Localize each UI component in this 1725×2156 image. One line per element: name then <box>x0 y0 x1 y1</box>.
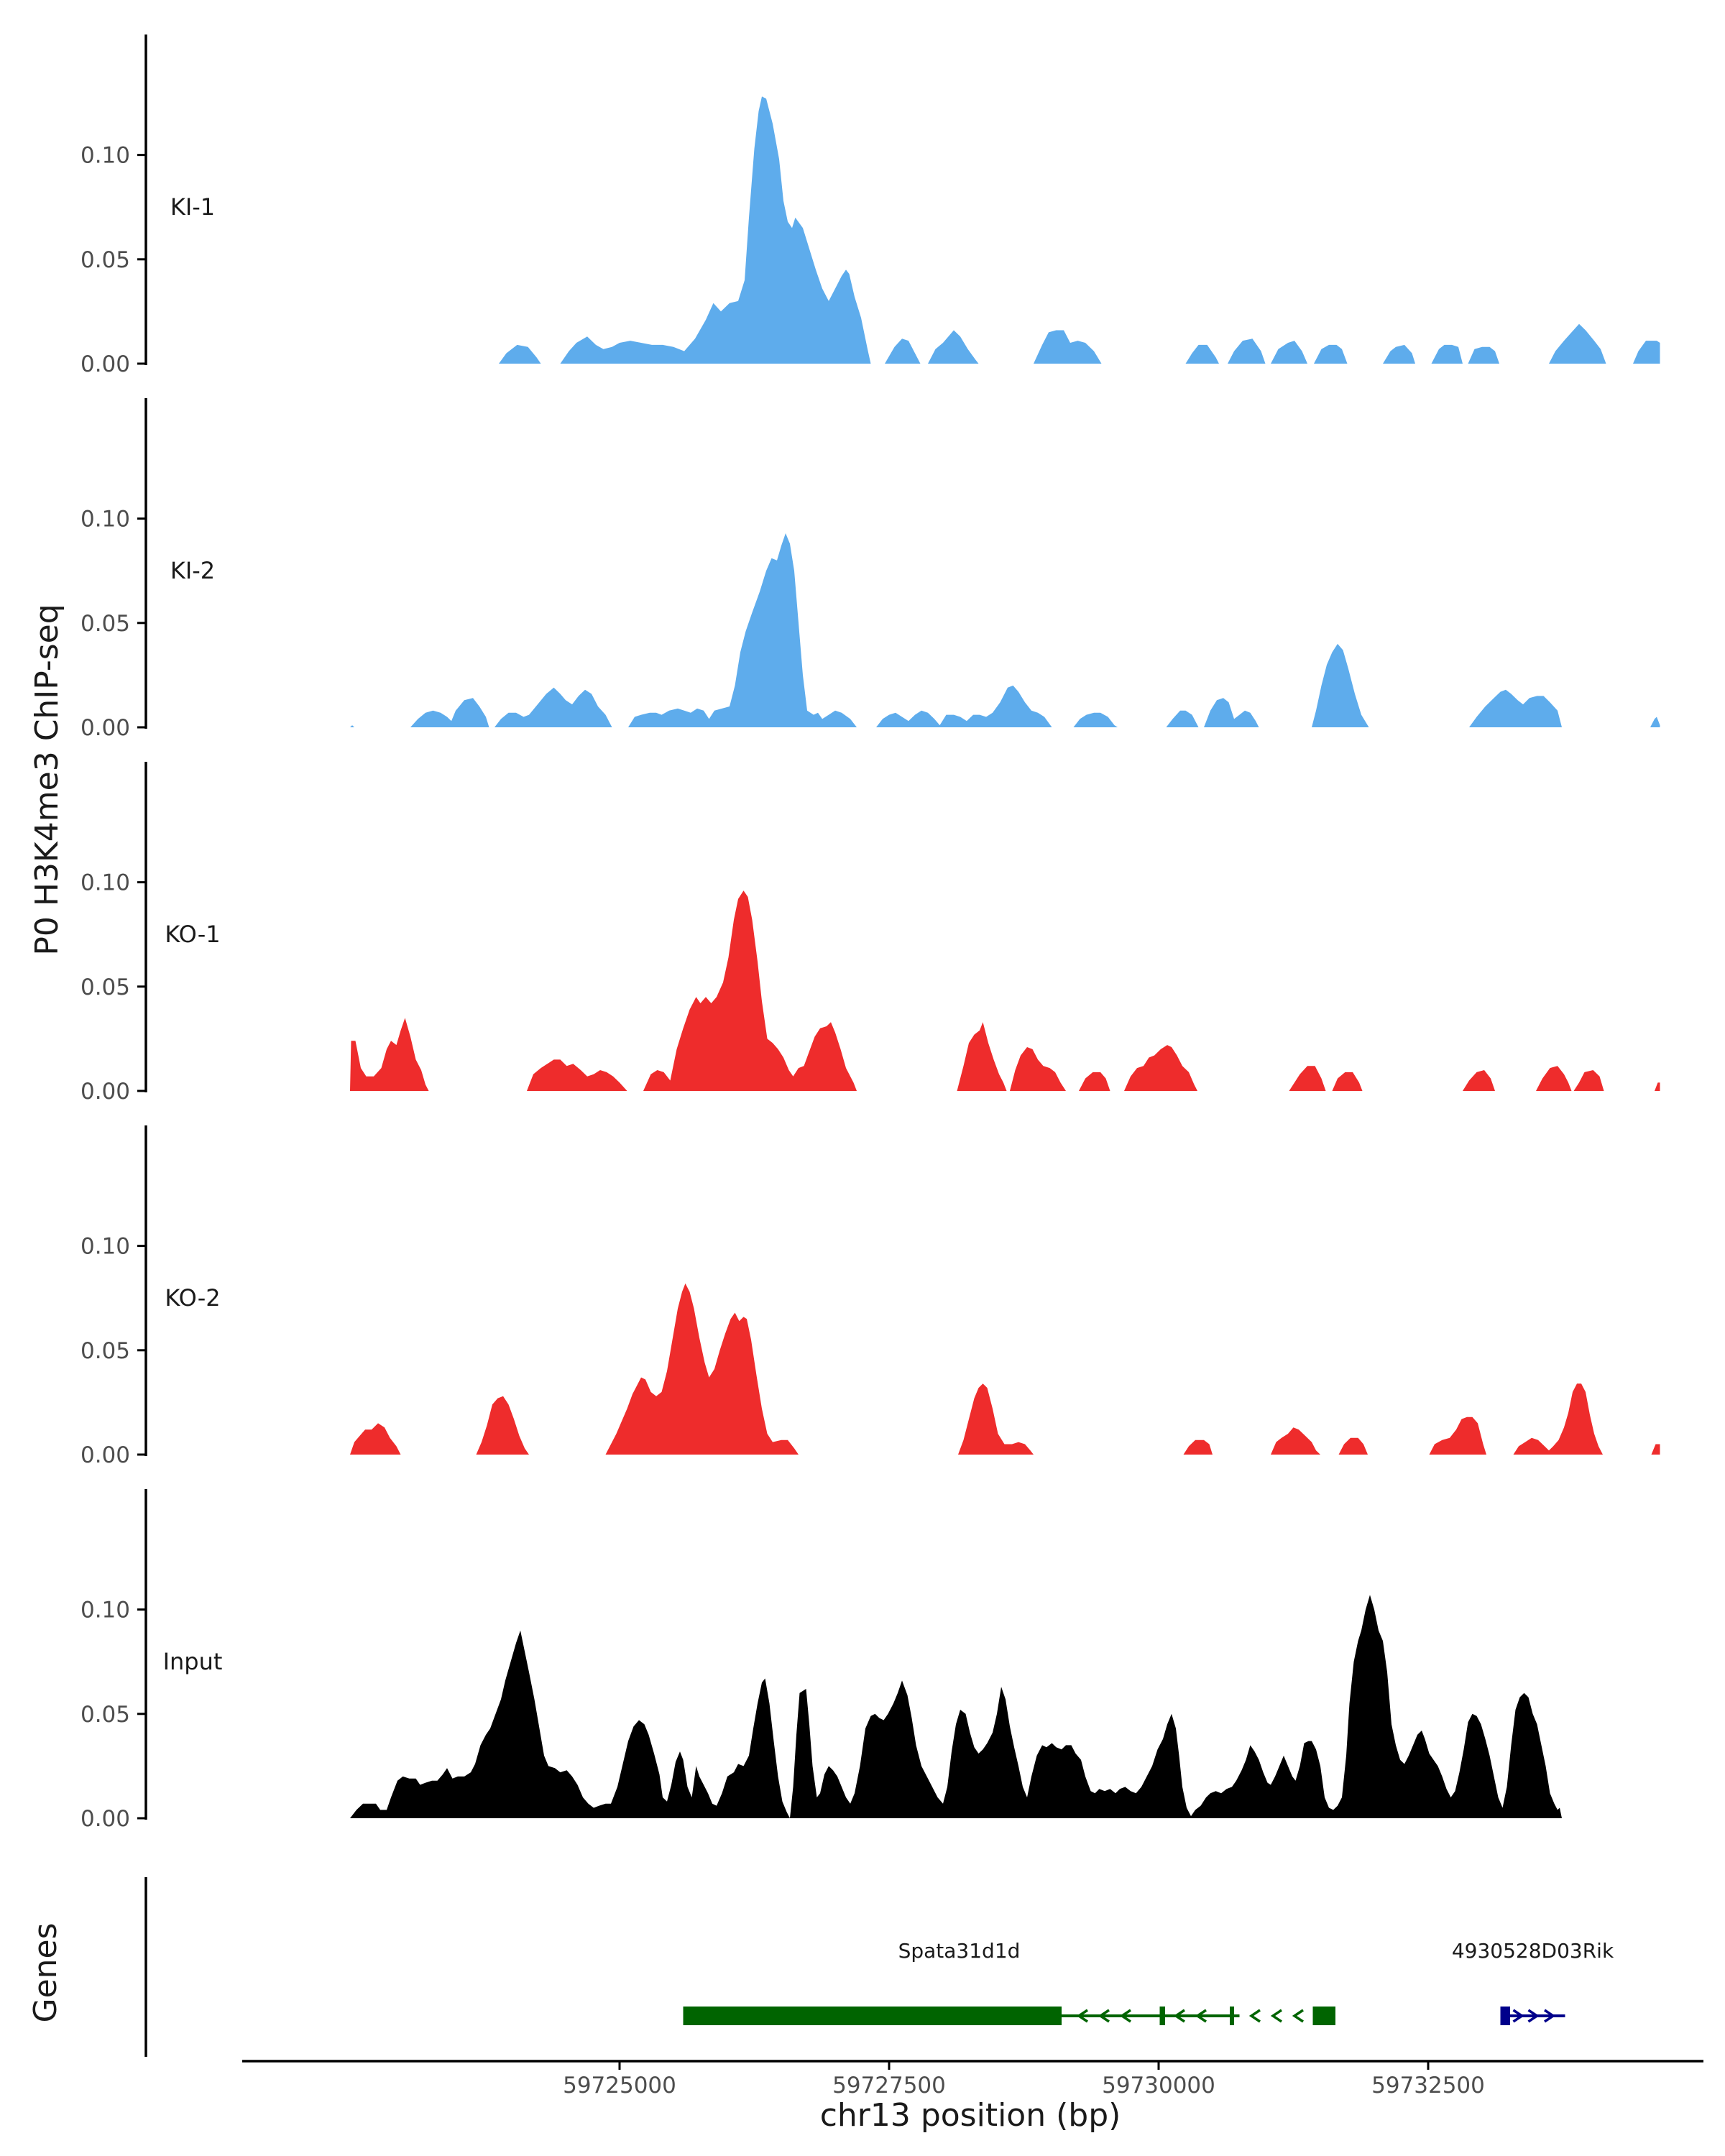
track-ko-1: 0.00 0.05 0.10 KO-1 <box>80 762 1660 1105</box>
strand-arrow <box>1195 2009 1207 2023</box>
y-tick-label: 0.10 <box>80 143 130 169</box>
signal-area-ki-2 <box>350 533 1660 727</box>
y-tick-label: 0.10 <box>80 870 130 896</box>
track-input: 0.00 0.05 0.10 Input <box>80 1489 1564 1832</box>
strand-arrow <box>1076 2009 1088 2023</box>
x-tick-label: 59727500 <box>832 2073 946 2099</box>
strand-arrow <box>1292 2009 1304 2023</box>
strand-arrow <box>1119 2009 1131 2023</box>
gene-spata31d1d: Spata31d1d <box>683 1939 1335 2025</box>
strand-arrow <box>1248 2009 1261 2023</box>
signal-area-ko-1 <box>350 890 1660 1091</box>
y-tick-label: 0.05 <box>80 611 130 637</box>
track-label: KI-2 <box>170 557 215 584</box>
signal-tracks: 0.00 0.05 0.10 KI-1 0.00 0.05 0.10 KI-2 0.00 0.05… <box>80 34 1660 1832</box>
gene-exon <box>683 2007 1062 2025</box>
y-tick-label: 0.00 <box>80 1079 130 1105</box>
y-tick-label: 0.10 <box>80 1234 130 1260</box>
y-tick-label: 0.00 <box>80 1806 130 1832</box>
genes-track-title: Genes <box>27 1922 64 2022</box>
track-label: KO-2 <box>165 1284 220 1312</box>
x-axis: 59725000 59727500 59730000 59732500 <box>242 2060 1703 2099</box>
y-tick-label: 0.05 <box>80 975 130 1000</box>
track-label: Input <box>163 1648 223 1675</box>
track-ki-1: 0.00 0.05 0.10 KI-1 <box>80 34 1660 377</box>
genes-track: Spata31d1d 4930528D03Rik <box>144 1877 1614 2057</box>
strand-arrow <box>1173 2009 1185 2023</box>
gene-exon <box>1230 2007 1234 2025</box>
signal-area-input <box>350 1595 1564 1818</box>
gene-exon <box>1312 2007 1335 2025</box>
signal-area-ki-1 <box>499 96 1660 364</box>
x-tick-label: 59732500 <box>1371 2073 1485 2099</box>
y-tick-label: 0.00 <box>80 715 130 741</box>
y-tick-label: 0.05 <box>80 247 130 273</box>
strand-arrow <box>1270 2009 1282 2023</box>
x-tick-label: 59730000 <box>1102 2073 1215 2099</box>
gene-4930528d03rik: 4930528D03Rik <box>1452 1939 1614 2025</box>
y-tick-label: 0.10 <box>80 1598 130 1623</box>
track-label: KI-1 <box>170 193 215 221</box>
track-ki-2: 0.00 0.05 0.10 KI-2 <box>80 398 1660 741</box>
gene-exon <box>1159 2007 1165 2025</box>
strand-arrow <box>1544 2009 1556 2023</box>
y-axis-title: P0 H3K4me3 ChIP-seq <box>29 604 65 955</box>
gene-label: Spata31d1d <box>898 1939 1021 1963</box>
x-axis-title: chr13 position (bp) <box>820 2097 1121 2134</box>
y-tick-label: 0.05 <box>80 1702 130 1728</box>
y-tick-label: 0.10 <box>80 507 130 533</box>
x-tick-label: 59725000 <box>563 2073 676 2099</box>
y-tick-label: 0.05 <box>80 1338 130 1364</box>
gene-exon <box>1500 2007 1510 2025</box>
track-ko-2: 0.00 0.05 0.10 KO-2 <box>80 1125 1660 1468</box>
strand-arrow <box>1512 2009 1524 2023</box>
y-tick-label: 0.00 <box>80 1442 130 1468</box>
signal-area-ko-2 <box>350 1283 1660 1455</box>
strand-arrow <box>1098 2009 1110 2023</box>
track-label: KO-1 <box>165 921 220 948</box>
y-tick-label: 0.00 <box>80 351 130 377</box>
strand-arrow <box>1527 2009 1540 2023</box>
gene-label: 4930528D03Rik <box>1452 1939 1614 1963</box>
